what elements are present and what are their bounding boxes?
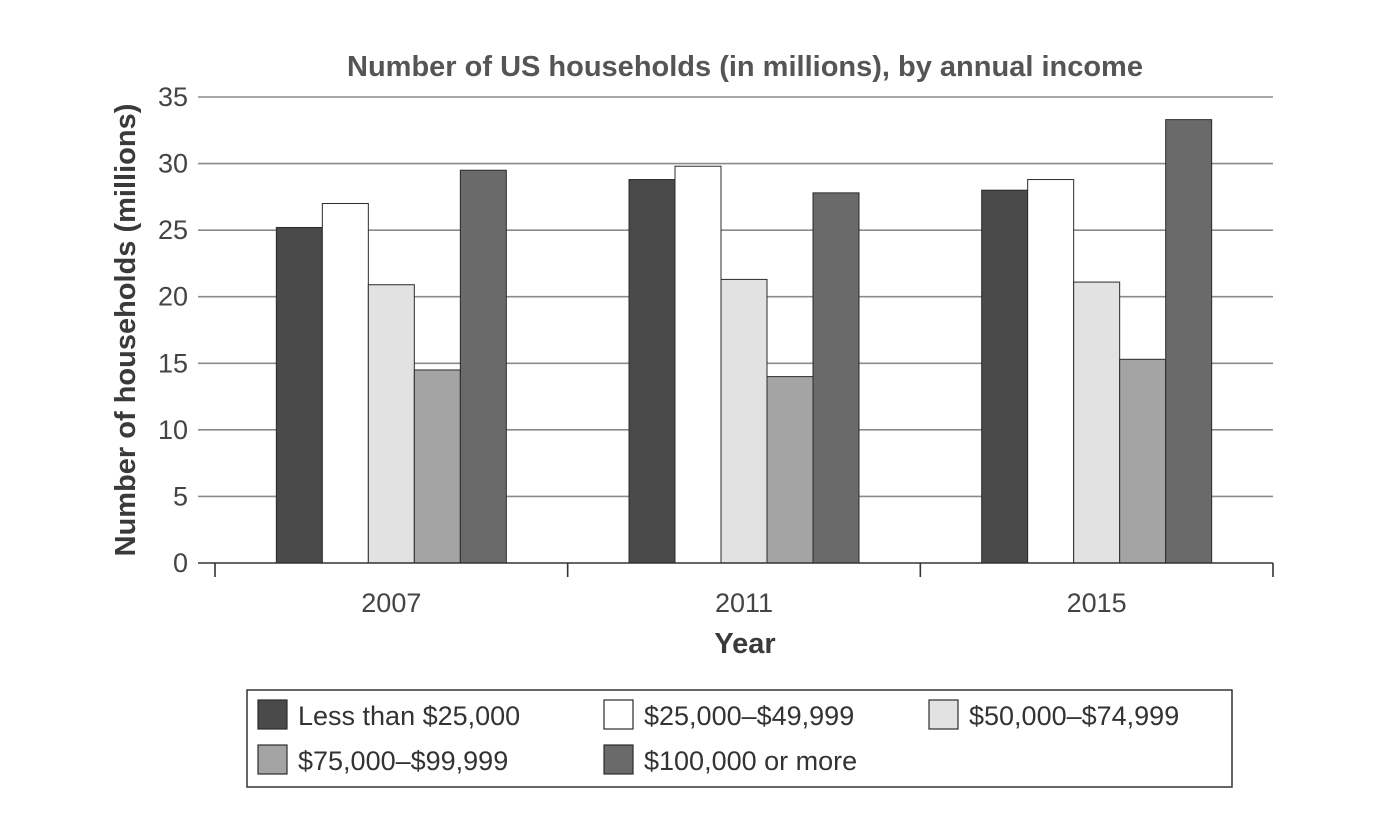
x-tick-label: 2007 — [361, 588, 421, 618]
y-tick-label: 20 — [158, 282, 188, 312]
bar — [1073, 281, 1121, 564]
bar — [459, 169, 507, 564]
legend-label: $25,000–$49,999 — [644, 701, 854, 731]
x-tick-label: 2011 — [715, 588, 773, 618]
legend-swatch — [603, 744, 634, 775]
legend-swatch — [928, 699, 959, 730]
bar — [1027, 179, 1075, 564]
legend-swatch — [603, 699, 634, 730]
x-tick-label: 2015 — [1067, 588, 1127, 618]
legend-swatch — [257, 744, 288, 775]
bar — [766, 376, 814, 564]
legend-swatch — [257, 699, 288, 730]
y-tick-label: 25 — [158, 215, 188, 245]
legend-box — [246, 689, 1233, 788]
y-tick-label: 35 — [158, 82, 188, 112]
legend: Less than $25,000 $25,000–$49,999 $50,000–… — [246, 689, 1233, 788]
bar — [628, 179, 676, 564]
axes: 0 5 10 15 20 25 30 35 2007 2011 2015 — [158, 82, 1274, 618]
bar — [720, 278, 768, 564]
x-axis-title: Year — [714, 628, 775, 660]
y-tick-label: 5 — [173, 481, 188, 511]
bar — [1165, 119, 1213, 564]
legend-label: $100,000 or more — [644, 746, 857, 776]
y-tick-label: 15 — [158, 348, 188, 378]
bars — [275, 119, 1213, 564]
legend-label: $50,000–$74,999 — [969, 701, 1179, 731]
y-tick-label: 10 — [158, 415, 188, 445]
bar — [674, 165, 722, 564]
bar — [367, 284, 415, 564]
bar — [812, 192, 860, 564]
bar — [981, 189, 1029, 564]
bar — [413, 369, 461, 564]
y-tick-label: 30 — [158, 149, 188, 179]
chart-title: Number of US households (in millions), b… — [347, 51, 1143, 83]
bar — [275, 226, 323, 564]
legend-label: $75,000–$99,999 — [298, 746, 508, 776]
bar — [1119, 358, 1167, 564]
y-axis-title: Number of households (millions) — [110, 104, 142, 557]
bar — [321, 203, 369, 564]
legend-label: Less than $25,000 — [298, 701, 520, 731]
y-tick-label: 0 — [173, 548, 188, 578]
